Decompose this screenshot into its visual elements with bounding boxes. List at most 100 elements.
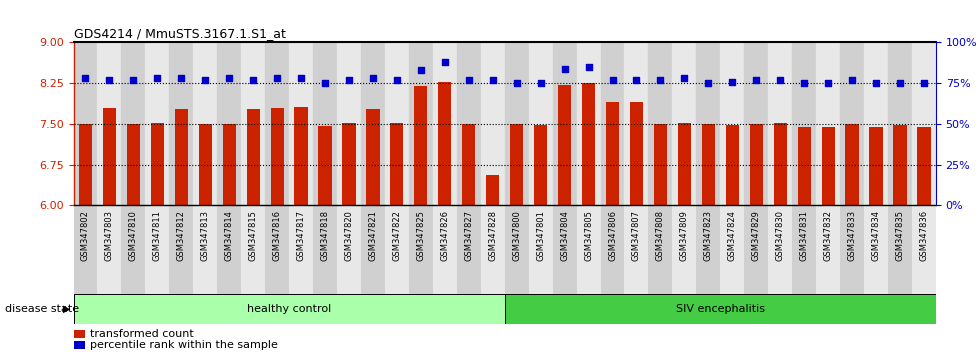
Bar [174, 109, 188, 205]
Bar [247, 109, 260, 205]
Bar [463, 124, 475, 205]
Point [892, 80, 907, 86]
Text: GSM347800: GSM347800 [513, 210, 521, 261]
Point [293, 75, 309, 81]
Bar [816, 42, 840, 205]
Text: GSM347820: GSM347820 [345, 210, 354, 261]
Text: GSM347823: GSM347823 [704, 210, 712, 261]
Point [533, 80, 549, 86]
Point [628, 77, 644, 83]
Bar [558, 85, 571, 205]
Bar [576, 205, 601, 294]
Bar [145, 42, 170, 205]
Bar [678, 123, 691, 205]
Bar [74, 341, 84, 349]
Point [581, 64, 597, 70]
Point [557, 66, 572, 72]
Bar [294, 107, 308, 205]
Bar [241, 205, 266, 294]
Text: GSM347813: GSM347813 [201, 210, 210, 261]
Text: ▶: ▶ [63, 304, 71, 314]
Bar [869, 127, 883, 205]
Bar [768, 42, 792, 205]
Text: disease state: disease state [5, 304, 79, 314]
Text: GSM347803: GSM347803 [105, 210, 114, 261]
Text: GSM347801: GSM347801 [536, 210, 545, 261]
Bar [103, 108, 116, 205]
Bar [912, 205, 936, 294]
Point [485, 77, 501, 83]
Point [653, 77, 668, 83]
Text: GSM347833: GSM347833 [848, 210, 857, 261]
Text: GSM347821: GSM347821 [368, 210, 377, 261]
Point [820, 80, 836, 86]
Bar [553, 205, 576, 294]
Bar [222, 124, 236, 205]
Bar [126, 124, 140, 205]
Bar [170, 42, 193, 205]
Point [797, 80, 812, 86]
Bar [313, 205, 337, 294]
Point [150, 75, 166, 81]
Bar [170, 205, 193, 294]
Text: GSM347822: GSM347822 [392, 210, 402, 261]
Bar [78, 124, 92, 205]
Bar [576, 42, 601, 205]
Bar [438, 82, 452, 205]
Bar [289, 42, 313, 205]
Point [197, 77, 213, 83]
Point [173, 75, 189, 81]
Bar [457, 42, 481, 205]
Bar [218, 42, 241, 205]
Bar [744, 205, 768, 294]
Point [77, 75, 93, 81]
Bar [702, 125, 714, 205]
Bar [505, 42, 528, 205]
Bar [433, 42, 457, 205]
Point [461, 77, 476, 83]
Bar [672, 42, 697, 205]
Text: GSM347808: GSM347808 [656, 210, 664, 261]
Point [125, 77, 141, 83]
Bar [864, 205, 888, 294]
Bar [74, 294, 505, 324]
Bar [697, 205, 720, 294]
Bar [313, 42, 337, 205]
Text: GSM347835: GSM347835 [896, 210, 905, 261]
Bar [97, 205, 122, 294]
Text: GSM347824: GSM347824 [728, 210, 737, 261]
Bar [289, 205, 313, 294]
Bar [510, 125, 523, 205]
Text: GSM347807: GSM347807 [632, 210, 641, 261]
Text: GSM347828: GSM347828 [488, 210, 497, 261]
Point [389, 77, 405, 83]
Point [605, 77, 620, 83]
Text: GSM347806: GSM347806 [608, 210, 617, 261]
Point [221, 75, 237, 81]
Bar [74, 42, 97, 205]
Text: GSM347836: GSM347836 [919, 210, 928, 261]
Bar [97, 42, 122, 205]
Bar [821, 127, 835, 205]
Text: GSM347809: GSM347809 [680, 210, 689, 261]
Text: GSM347811: GSM347811 [153, 210, 162, 261]
Bar [390, 123, 404, 205]
Bar [534, 125, 547, 205]
Bar [888, 205, 912, 294]
Bar [654, 124, 667, 205]
Text: GSM347810: GSM347810 [129, 210, 138, 261]
Point [341, 77, 357, 83]
Bar [193, 42, 218, 205]
Text: healthy control: healthy control [247, 304, 331, 314]
Bar [894, 125, 906, 205]
Point [437, 59, 453, 65]
Bar [74, 330, 84, 338]
Text: GSM347817: GSM347817 [297, 210, 306, 261]
Point [772, 77, 788, 83]
Bar [486, 176, 499, 205]
Bar [840, 42, 864, 205]
Bar [270, 108, 283, 205]
Bar [266, 42, 289, 205]
Point [270, 75, 285, 81]
Point [318, 80, 333, 86]
